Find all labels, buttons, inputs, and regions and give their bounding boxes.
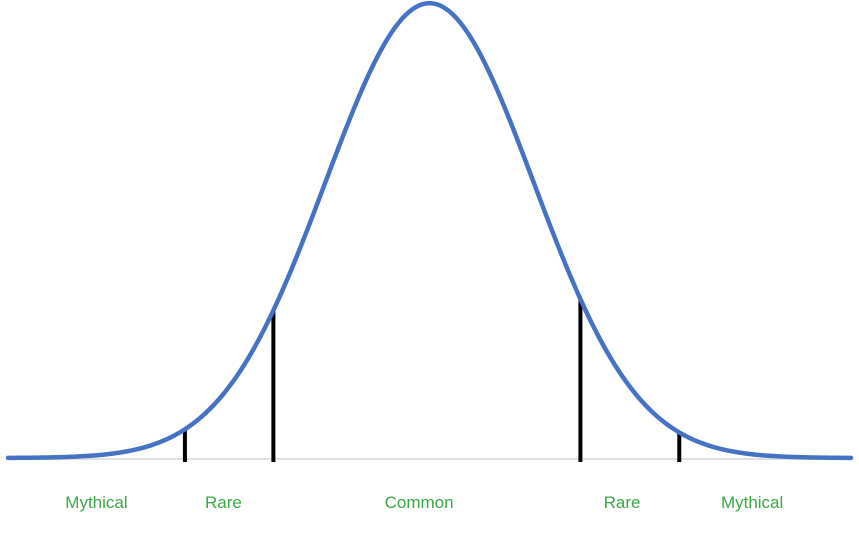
region-label-rare-2: Rare [205, 493, 242, 512]
region-labels: Mythical Rare Common Rare Mythical [65, 493, 783, 512]
boundary-markers [182, 299, 682, 462]
region-label-mythical-5: Mythical [721, 493, 783, 512]
region-label-common-3: Common [385, 493, 454, 512]
region-label-mythical-1: Mythical [65, 493, 127, 512]
normal-distribution-curve [5, 0, 854, 461]
region-label-rare-4: Rare [604, 493, 641, 512]
